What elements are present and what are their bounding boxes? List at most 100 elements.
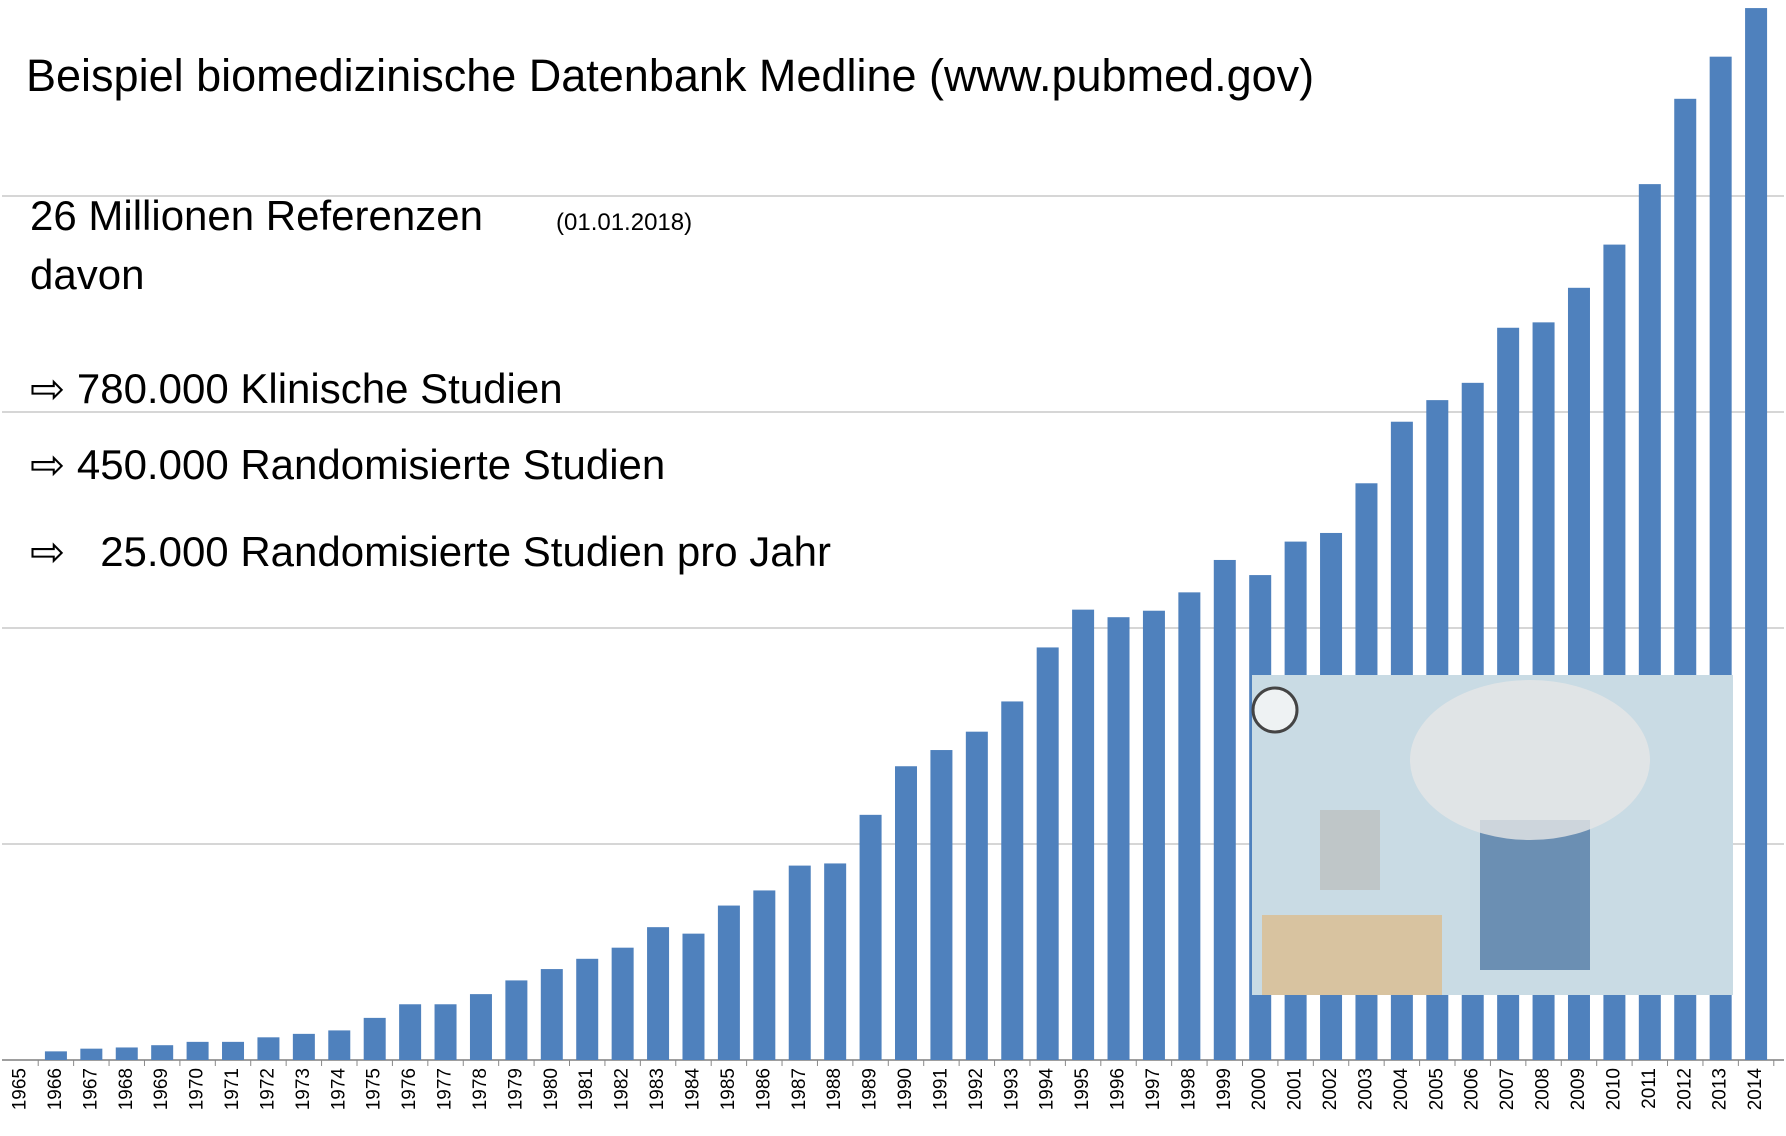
- bar: [647, 927, 669, 1060]
- bar: [895, 766, 917, 1060]
- x-tick-label: 1966: [45, 1068, 66, 1110]
- bar: [682, 934, 704, 1060]
- bar: [470, 994, 492, 1060]
- bar: [1001, 701, 1023, 1060]
- bar: [364, 1018, 386, 1060]
- photo: [1252, 675, 1733, 995]
- x-tick-label: 1974: [328, 1068, 349, 1111]
- x-tick-label: 2007: [1497, 1068, 1518, 1110]
- x-tick-label: 2011: [1639, 1068, 1660, 1109]
- x-tick-label: 1965: [10, 1068, 31, 1110]
- x-tick-label: 2012: [1674, 1068, 1695, 1110]
- x-tick-label: 1987: [789, 1068, 810, 1110]
- chart-title: Beispiel biomedizinische Datenbank Medli…: [26, 50, 1314, 101]
- photo-papers: [1410, 680, 1650, 840]
- x-tick-label: 2009: [1568, 1068, 1589, 1110]
- page: 1965196619671968196919701971197219731974…: [0, 0, 1786, 1136]
- bar: [789, 866, 811, 1060]
- chart: 1965196619671968196919701971197219731974…: [0, 0, 1786, 1136]
- annotation: (01.01.2018): [556, 209, 692, 236]
- photo-monitor: [1320, 810, 1380, 890]
- x-tick-label: 2010: [1603, 1068, 1624, 1110]
- x-tick-label: 1976: [399, 1068, 420, 1110]
- x-tick-label: 1988: [824, 1068, 845, 1110]
- annotation: davon: [30, 251, 144, 298]
- bar: [399, 1004, 421, 1060]
- annotation: ⇨ 25.000 Randomisierte Studien pro Jahr: [30, 528, 831, 575]
- x-tick-label: 2008: [1533, 1068, 1554, 1110]
- x-tick-label: 1999: [1214, 1068, 1235, 1110]
- bar: [293, 1034, 315, 1060]
- x-tick-label: 1979: [505, 1068, 526, 1110]
- x-tick-label: 1982: [612, 1068, 633, 1110]
- bar: [824, 863, 846, 1060]
- bar: [80, 1049, 102, 1060]
- bar: [1108, 617, 1130, 1060]
- x-tick-label: 1967: [80, 1068, 101, 1110]
- bar: [222, 1042, 244, 1060]
- x-tick-label: 1995: [1072, 1068, 1093, 1110]
- x-tick-label: 2001: [1285, 1068, 1306, 1110]
- x-tick-label: 1984: [682, 1068, 703, 1111]
- bar: [151, 1045, 173, 1060]
- x-tick-label: 2014: [1745, 1068, 1766, 1111]
- bar: [718, 906, 740, 1060]
- photo-clock: [1253, 688, 1297, 732]
- bar: [1214, 560, 1236, 1060]
- x-tick-label: 1981: [576, 1068, 597, 1110]
- bar: [45, 1051, 67, 1060]
- annotation: ⇨ 780.000 Klinische Studien: [30, 365, 563, 412]
- annotation: ⇨ 450.000 Randomisierte Studien: [30, 441, 665, 488]
- x-tick-label: 1994: [1037, 1068, 1058, 1111]
- bar: [541, 969, 563, 1060]
- bar: [860, 815, 882, 1060]
- x-tick-label: 1998: [1178, 1068, 1199, 1110]
- bar: [753, 890, 775, 1060]
- bar: [966, 732, 988, 1060]
- x-tick-label: 1996: [1108, 1068, 1129, 1110]
- x-tick-label: 2002: [1320, 1068, 1341, 1110]
- x-tick-label: 2004: [1391, 1068, 1412, 1111]
- bar: [1745, 8, 1767, 1060]
- x-tick-label: 1971: [222, 1068, 243, 1110]
- bar: [116, 1047, 138, 1060]
- bar: [257, 1037, 279, 1060]
- x-tick-label: 1992: [966, 1068, 987, 1110]
- x-tick-label: 1968: [116, 1068, 137, 1110]
- x-tick-label: 2005: [1426, 1068, 1447, 1110]
- x-tick-label: 1997: [1143, 1068, 1164, 1110]
- x-tick-label: 2003: [1355, 1068, 1376, 1110]
- x-tick-label: 1970: [187, 1068, 208, 1110]
- x-tick-label: 1980: [541, 1068, 562, 1110]
- bar: [328, 1030, 350, 1060]
- bar: [930, 750, 952, 1060]
- bar: [187, 1042, 209, 1060]
- x-tick-label: 2000: [1249, 1068, 1270, 1110]
- bar: [1072, 610, 1094, 1060]
- x-tick-label: 1990: [895, 1068, 916, 1110]
- x-tick-label: 1993: [1001, 1068, 1022, 1110]
- x-tick-label: 1986: [753, 1068, 774, 1110]
- x-tick-label: 1983: [647, 1068, 668, 1110]
- x-tick-label: 1989: [860, 1068, 881, 1110]
- bar: [435, 1004, 457, 1060]
- bar: [576, 959, 598, 1060]
- annotation: 26 Millionen Referenzen: [30, 192, 483, 239]
- bar: [1178, 592, 1200, 1060]
- x-tick-label: 2013: [1710, 1068, 1731, 1110]
- x-tick-label: 1985: [718, 1068, 739, 1110]
- bar: [1143, 611, 1165, 1060]
- x-tick-label: 1991: [930, 1068, 951, 1110]
- x-tick-label: 1975: [364, 1068, 385, 1110]
- x-tick-label: 1978: [470, 1068, 491, 1110]
- x-tick-label: 1969: [151, 1068, 172, 1110]
- bar: [612, 948, 634, 1060]
- x-tick-label: 2006: [1462, 1068, 1483, 1110]
- x-tick-label: 1977: [435, 1068, 456, 1110]
- photo-desk: [1262, 915, 1442, 995]
- photo-person: [1480, 820, 1590, 970]
- bar: [505, 980, 527, 1060]
- x-tick-label: 1973: [293, 1068, 314, 1110]
- bar: [1037, 647, 1059, 1060]
